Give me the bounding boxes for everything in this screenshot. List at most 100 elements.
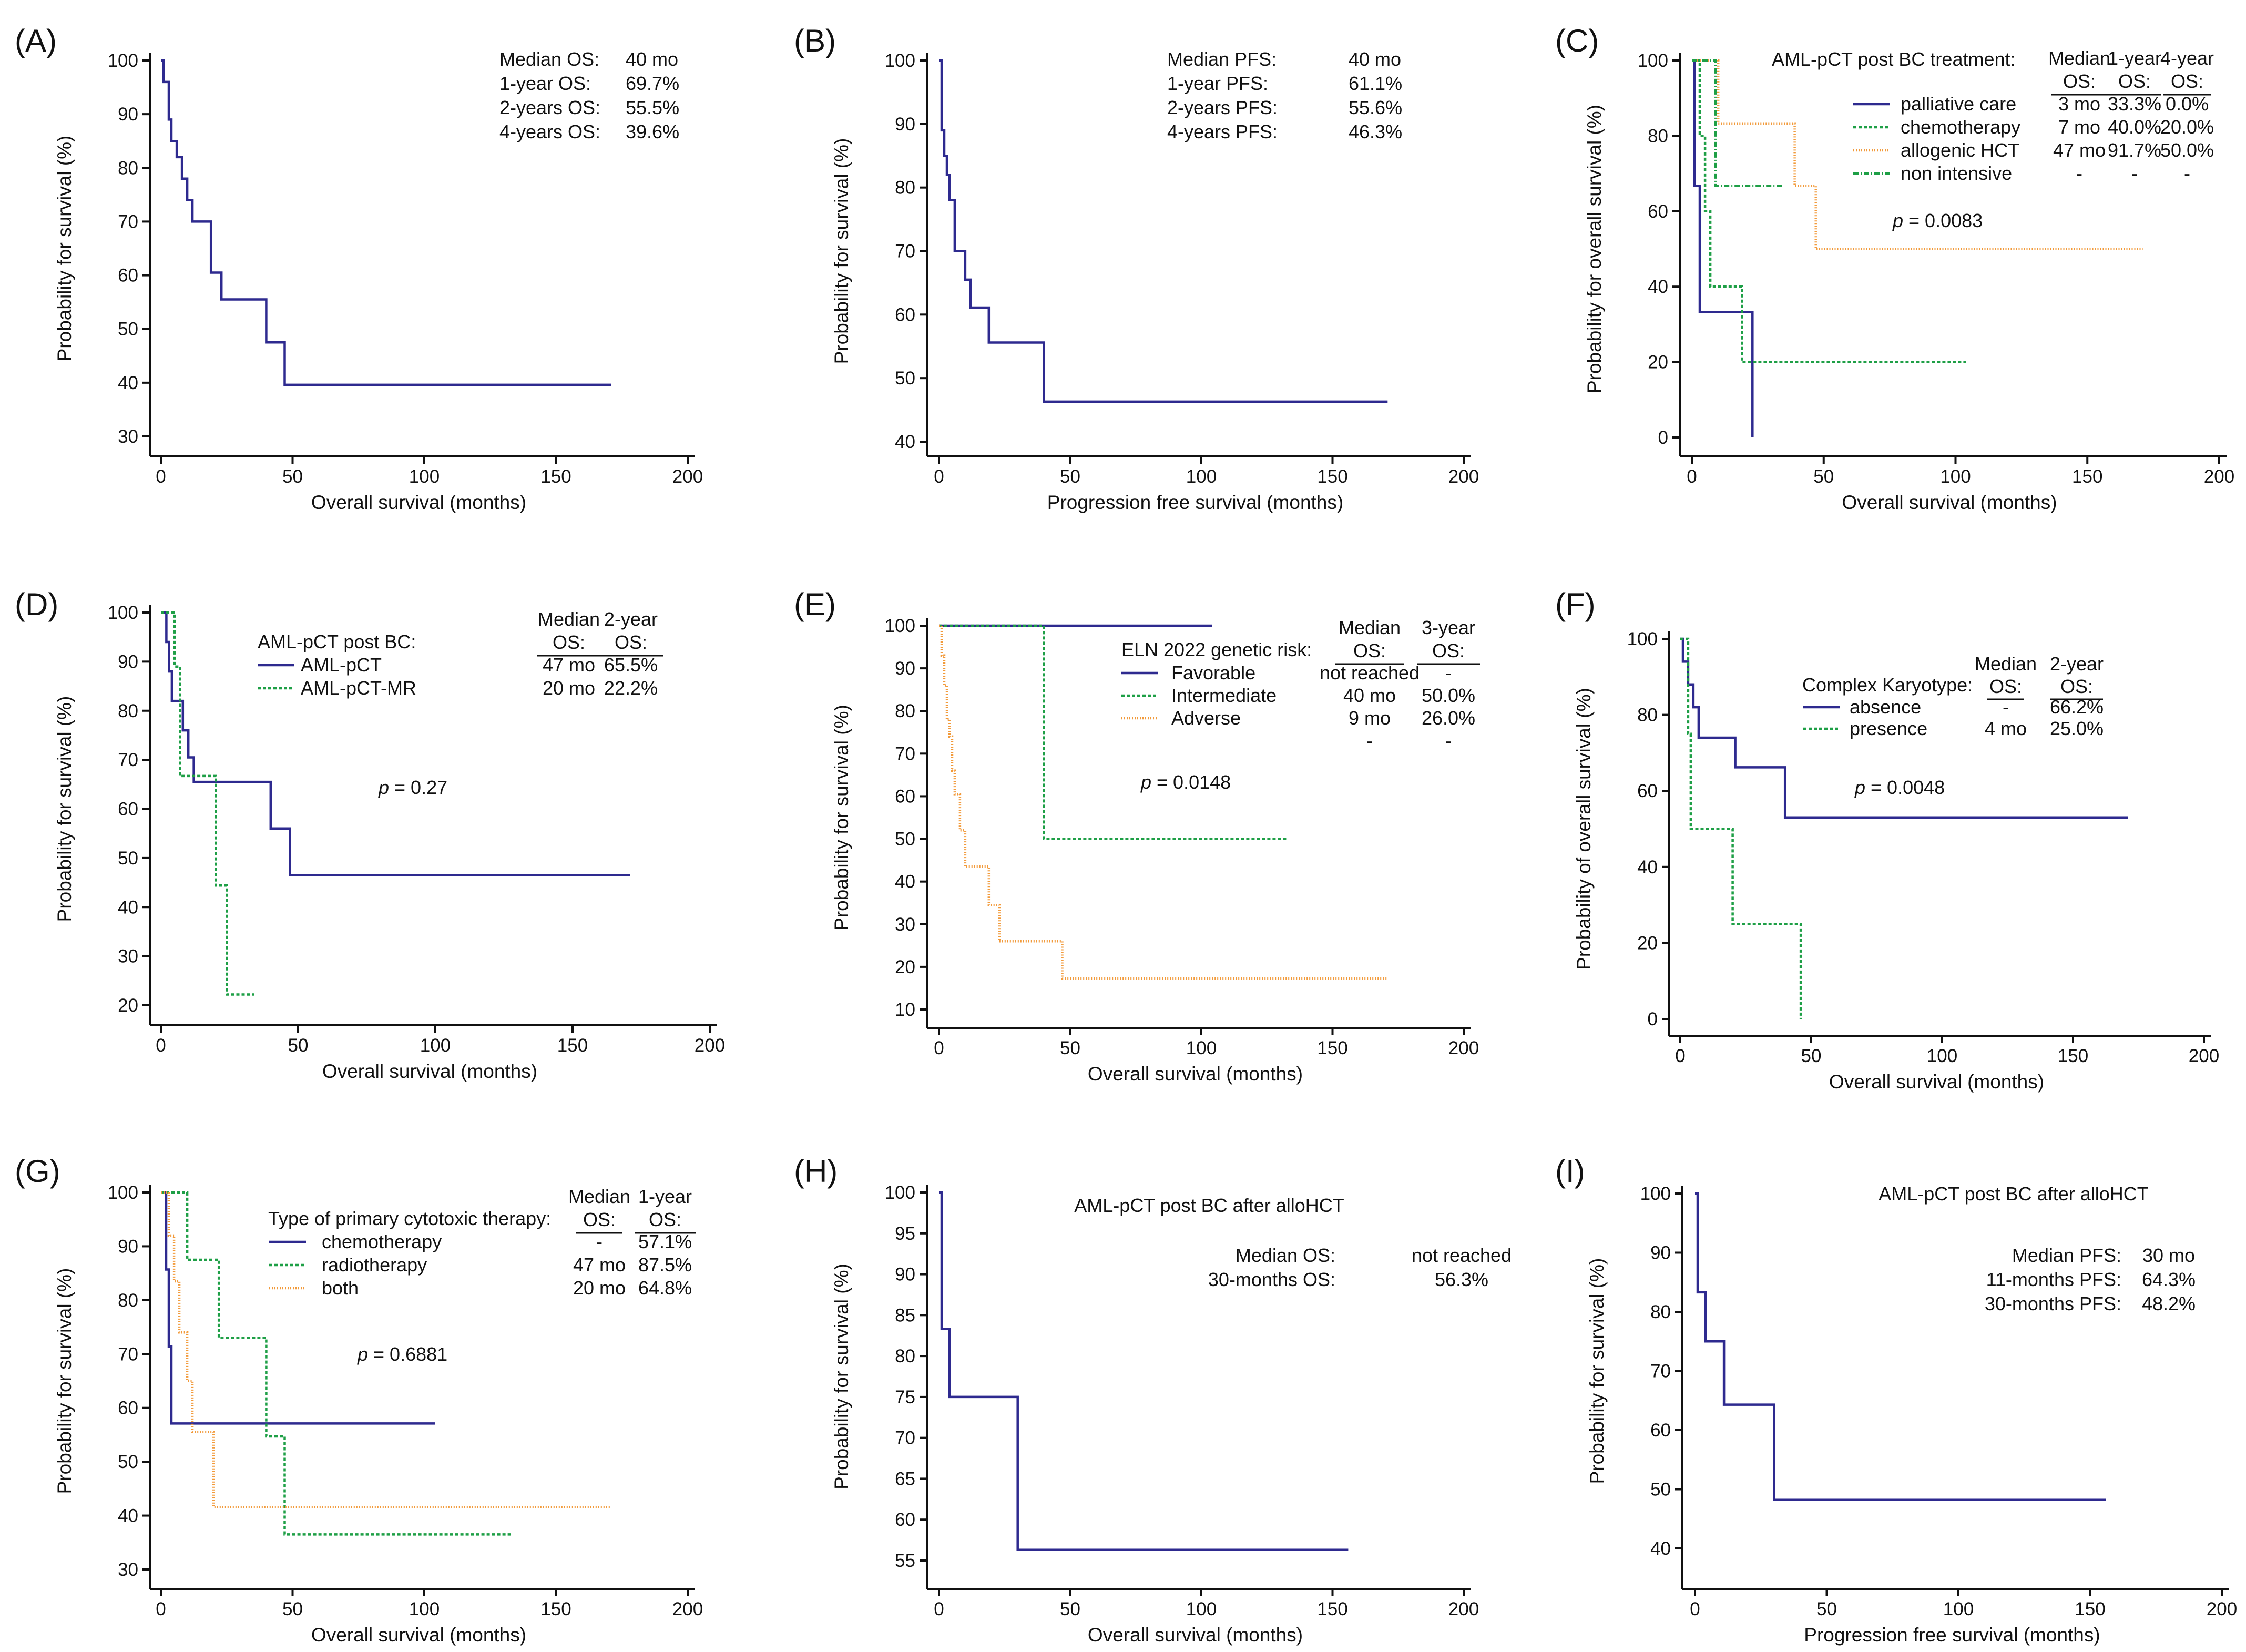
stat-label: 4-years PFS: [1167,121,1278,142]
table-header: OS: [1432,640,1465,661]
stat-value: not reached [1412,1245,1512,1266]
x-tick-label: 0 [934,1038,944,1058]
table-header: 2-year [2050,653,2104,675]
y-tick-label: 40 [1650,1538,1671,1559]
series-radiotherapy [161,1191,512,1536]
stat-value: 69.7% [626,73,679,94]
y-tick-label: 20 [895,957,915,977]
table-cell: 33.3% [2108,93,2161,115]
panel-label: (A) [15,23,57,58]
table-cell: 64.8% [638,1277,692,1299]
legend-label: both [322,1277,359,1299]
y-tick-label: 60 [895,1510,915,1530]
table-cell: 25.0% [2050,718,2104,739]
chart-title: AML-pCT post BC after alloHCT [1879,1183,2149,1205]
stat-label: Median OS: [499,48,599,70]
y-tick-label: 80 [118,1290,138,1311]
y-tick-label: 90 [895,1265,915,1285]
stat-label: 2-years OS: [499,97,600,118]
panel-i: (I) 40 50 60 70 80 90 100 0 50 100 150 200 Progressio… [1555,1154,2237,1646]
table-header: Median [1975,653,2037,675]
table-cell: 0.0% [2166,93,2209,115]
table-cell: 4 mo [1985,718,2027,739]
table-cell: 87.5% [638,1254,692,1276]
y-axis-label: Probability for survival (%) [831,1263,852,1490]
stat-label: 30-months PFS: [1985,1293,2121,1314]
x-tick-label: 50 [1060,1038,1080,1058]
table-cell: - [2184,162,2190,184]
table-cell: 47 mo [543,654,595,676]
y-axis-label: Probability for overall survival (%) [1584,105,1605,393]
table-cell: 66.2% [2050,696,2104,718]
x-axis-label: Overall survival (months) [1829,1071,2044,1093]
table-header: Median [2048,47,2110,69]
panel-label: (B) [794,23,836,58]
y-tick-label: 100 [1627,629,1658,649]
series-non-intensive [1692,59,1784,188]
series-aml-pct-post-bc-after-allohct [939,1191,1349,1552]
x-tick-label: 200 [2207,1599,2237,1619]
series-aml-pct-mr [161,611,254,996]
panel-label: (C) [1555,23,1599,58]
table-cell: - [1445,662,1452,684]
y-tick-label: 90 [895,658,915,679]
table-cell: 47 mo [2053,139,2106,161]
series-both [161,1191,611,1508]
stat-value: 64.3% [2142,1269,2196,1290]
table-cell: 7 mo [2058,116,2100,138]
table-header: OS: [553,631,585,653]
y-tick-label: 70 [118,1344,138,1364]
stat-value: 39.6% [626,121,679,142]
y-tick-label: 100 [885,50,915,71]
x-tick-label: 150 [540,1599,571,1619]
y-tick-label: 80 [1650,1302,1671,1322]
legend-label: allogenic HCT [1901,139,2019,161]
x-tick-label: 100 [409,466,440,487]
x-tick-label: 50 [288,1035,309,1056]
y-axis-label: Probability for survival (%) [831,705,852,931]
y-tick-label: 50 [895,829,915,850]
x-axis-label: Overall survival (months) [1842,492,2057,513]
y-tick-label: 90 [118,1236,138,1257]
panel-d: (D) 20 30 40 50 60 70 80 90 100 0 50 100 150 200 Overal… [15,587,725,1082]
x-tick-label: 100 [1940,466,1971,487]
y-tick-label: 90 [118,651,138,672]
y-axis-label: Probability for survival (%) [1586,1258,1608,1484]
x-tick-label: 150 [2075,1599,2105,1619]
legend-label: presence [1850,718,1927,739]
table-header: Median [568,1186,630,1207]
series-allogenic-hct [1692,59,2143,250]
table-header: OS: [615,631,647,653]
y-tick-label: 40 [118,1506,138,1526]
table-header: OS: [1989,676,2022,697]
panel-h: (H) 55 60 65 70 75 80 85 90 95 100 0 50 100 150 200 Over… [794,1154,1512,1646]
table-header: 2-year [604,608,658,630]
table-cell: 50.0% [2160,139,2214,161]
table-cell: not reached [1320,662,1420,684]
legend-label: chemotherapy [1901,116,2020,138]
x-tick-label: 150 [1317,1038,1347,1058]
y-tick-label: 30 [118,1559,138,1580]
stat-value: 61.1% [1349,73,1402,94]
x-tick-label: 150 [2058,1046,2088,1066]
y-tick-label: 0 [1648,1009,1658,1029]
x-tick-label: 200 [672,466,703,487]
p-value: p = 0.0083 [1892,210,1983,231]
table-cell: 26.0% [1422,707,1475,729]
table-header: OS: [2118,70,2151,92]
x-tick-label: 0 [156,466,166,487]
x-tick-label: 100 [1186,1599,1217,1619]
y-tick-label: 60 [118,266,138,286]
panel-c: (C) 0 20 40 60 80 100 0 50 100 150 200 Overall survi… [1555,23,2234,513]
y-tick-label: 70 [895,241,915,262]
x-tick-label: 0 [1690,1599,1700,1619]
legend-label: palliative care [1901,93,2016,115]
stat-value: 55.5% [626,97,679,118]
table-cell: 20.0% [2160,116,2214,138]
panel-f: (F) 0 20 40 60 80 100 0 50 100 150 200 Overall survi… [1555,587,2219,1093]
y-tick-label: 30 [118,946,138,967]
y-tick-label: 40 [118,897,138,917]
legend-label: Adverse [1171,707,1241,729]
x-tick-label: 200 [695,1035,725,1056]
